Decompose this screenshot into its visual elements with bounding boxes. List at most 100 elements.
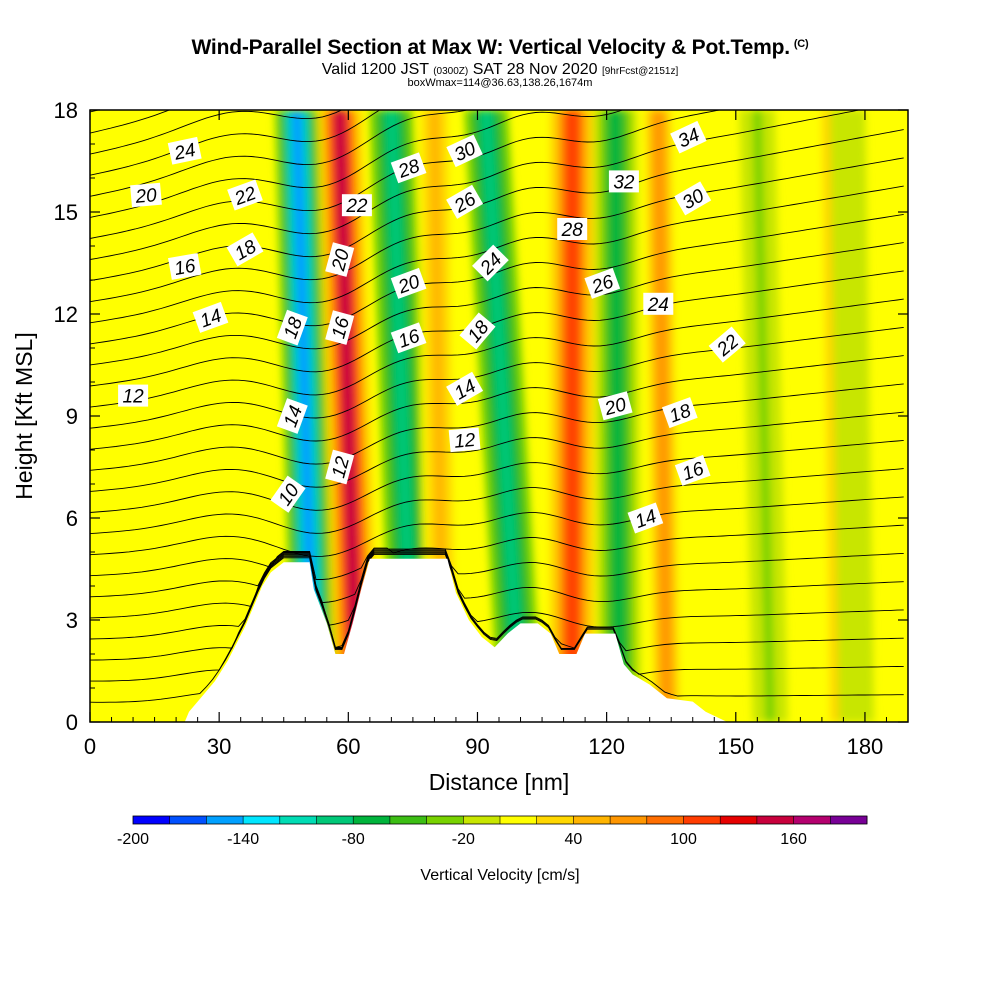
- copyright-mark: (C): [793, 38, 809, 50]
- colorbar-swatch: [279, 816, 317, 824]
- contour-label: 14: [627, 502, 664, 534]
- velocity-band: [842, 110, 862, 722]
- contour-label-box: [227, 179, 263, 211]
- colorbar-swatch: [500, 816, 538, 824]
- terrain: [184, 558, 728, 722]
- y-tick-label: 0: [66, 710, 78, 735]
- colorbar-tick-label: -80: [342, 831, 365, 848]
- contour-label-box: [276, 398, 308, 434]
- colorbar-tick-label: -140: [227, 831, 259, 848]
- contour-label: 20: [130, 182, 162, 208]
- contour-label-box: [325, 242, 355, 277]
- contour-label-text: 28: [561, 220, 584, 241]
- contour-label-text: 16: [173, 256, 198, 280]
- contour-label-box: [325, 310, 355, 345]
- velocity-band: [566, 110, 579, 722]
- contour-label-box: [597, 391, 633, 421]
- isentrope-contours: [90, 110, 904, 703]
- contour-label-box: [608, 170, 639, 193]
- isentrope-line: [90, 524, 904, 580]
- isentrope-line: [90, 468, 904, 535]
- isentrope-line: [90, 129, 904, 282]
- contour-label-box: [472, 244, 509, 282]
- contour-label-box: [130, 182, 162, 208]
- contour-label: 12: [325, 449, 355, 485]
- isentrope-line: [90, 157, 904, 303]
- valid-utc: (0300Z): [433, 66, 469, 77]
- contour-label: 16: [390, 322, 427, 354]
- contour-label: 24: [167, 136, 202, 165]
- contour-label: 24: [643, 292, 674, 316]
- isentrope-line: [90, 553, 904, 703]
- contour-label-box: [390, 322, 427, 354]
- isentrope-line: [90, 549, 904, 626]
- isentrope-line: [90, 242, 904, 366]
- colorbar-tick-label: -20: [452, 831, 475, 848]
- colorbar: -200 -140 -80 -20 40 100 160: [117, 815, 868, 848]
- contour-label: 18: [661, 397, 698, 429]
- colorbar-swatch: [756, 816, 795, 824]
- contour-label: 26: [584, 267, 621, 299]
- isentrope-line: [90, 110, 624, 218]
- contour-label-box: [226, 232, 264, 267]
- y-tick-label: 6: [66, 506, 78, 531]
- contour-label: 22: [227, 179, 263, 211]
- isentrope-line: [90, 110, 381, 176]
- contour-label: 14: [276, 398, 308, 434]
- isentrope-line: [90, 550, 904, 648]
- x-tick-label: 30: [207, 734, 231, 759]
- colorbar-swatch: [536, 816, 574, 824]
- x-tick-label: 180: [847, 734, 884, 759]
- contour-label-text: 20: [134, 185, 158, 208]
- y-axis-label: Height [Kft MSL]: [11, 332, 37, 499]
- contour-label-box: [192, 301, 229, 333]
- contour-label-text: 12: [123, 387, 145, 408]
- contour-label-box: [341, 194, 372, 217]
- contour-label-box: [674, 181, 712, 216]
- y-tick-label: 3: [66, 608, 78, 633]
- isentrope-line: [90, 411, 904, 492]
- contour-label-text: 12: [453, 430, 476, 453]
- valid-date: SAT 28 Nov 2020: [472, 61, 598, 78]
- contour-label: 22: [341, 194, 372, 217]
- contour-label-box: [674, 454, 711, 486]
- isentrope-line: [90, 355, 904, 450]
- colorbar-swatch: [206, 816, 244, 824]
- colorbar-swatch: [426, 816, 464, 824]
- contour-label-box: [459, 312, 496, 350]
- colorbar-tick-label: 40: [565, 831, 583, 848]
- contour-label-box: [390, 152, 427, 184]
- contour-label-box: [270, 475, 306, 513]
- colorbar-swatch: [573, 816, 611, 824]
- isentrope-line: [90, 270, 904, 387]
- y-tick-label: 12: [54, 302, 78, 327]
- isentrope-line: [90, 110, 862, 260]
- colorbar-tick-label: 100: [670, 831, 697, 848]
- velocity-band: [752, 110, 776, 722]
- x-axis-label: Distance [nm]: [429, 769, 570, 795]
- x-tick-label: 60: [336, 734, 360, 759]
- contour-label-box: [557, 218, 588, 240]
- isentrope-line: [90, 110, 100, 113]
- colorbar-swatch: [353, 816, 391, 824]
- colorbar-swatch: [133, 816, 171, 824]
- isentrope-line: [90, 185, 904, 324]
- x-axis: 0 30 60 90 120 150 180: [84, 110, 887, 759]
- colorbar-swatch: [389, 816, 428, 824]
- contour-label-box: [167, 136, 202, 165]
- contour-label-box: [168, 252, 202, 280]
- contour-label-text: 32: [613, 172, 635, 193]
- contour-label-box: [670, 120, 707, 154]
- colorbar-swatch: [830, 816, 868, 824]
- colorbar-swatch: [720, 816, 758, 824]
- velocity-band: [653, 110, 672, 722]
- colorbar-swatch: [316, 816, 354, 824]
- contour-label-box: [446, 134, 483, 168]
- forecast-info: [9hrFcst@2151z]: [601, 66, 679, 77]
- chart-title-text: Wind-Parallel Section at Max W: Vertical…: [191, 36, 791, 59]
- box-info: boxWmax=114@36.63,138.26,1674m: [407, 77, 593, 89]
- contour-label-box: [661, 397, 698, 429]
- contour-label: 16: [168, 252, 202, 280]
